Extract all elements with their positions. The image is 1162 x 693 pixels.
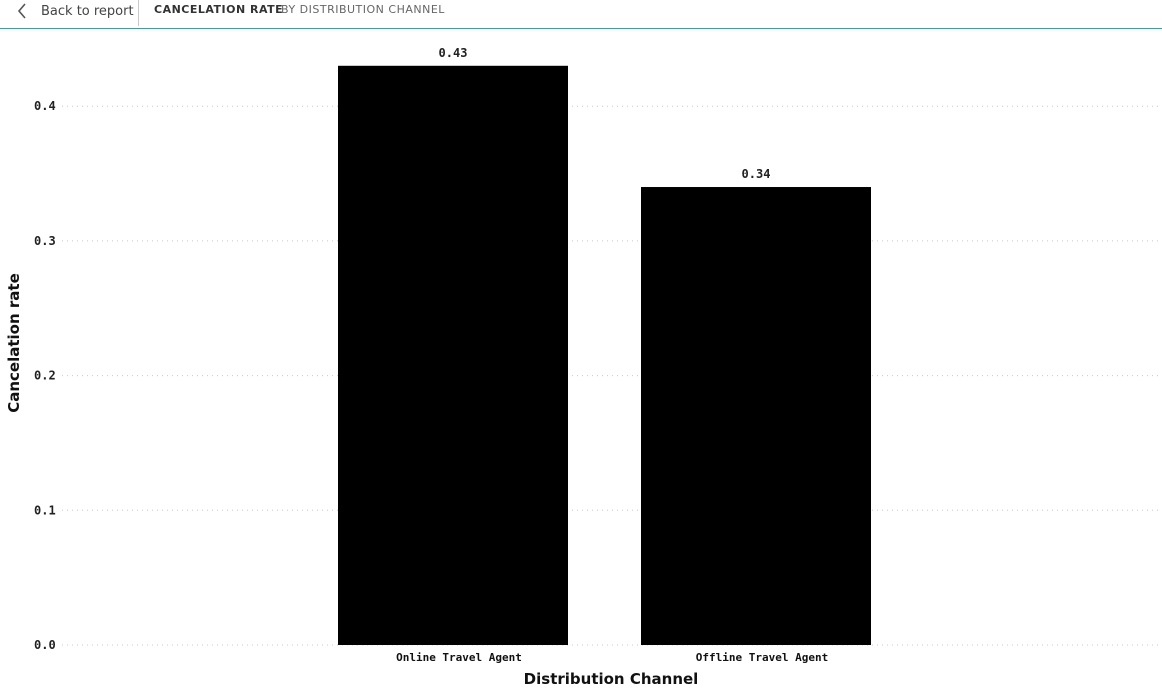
chevron-left-icon (14, 2, 32, 20)
back-to-report-label: Back to report (41, 3, 134, 19)
y-axis-ticks: 0.0 0.1 0.2 0.3 0.4 (34, 99, 56, 652)
header-divider (138, 0, 139, 26)
y-tick-label: 0.0 (34, 638, 56, 652)
page-title: CANCELATION RATE (154, 3, 284, 16)
bars (338, 65, 871, 646)
x-axis-title: Distribution Channel (524, 670, 699, 688)
y-tick-label: 0.2 (34, 369, 56, 383)
x-category-label: Online Travel Agent (396, 651, 522, 664)
back-to-report-button[interactable]: Back to report (14, 0, 134, 22)
data-labels: 0.43 0.34 (439, 46, 771, 181)
header-shadow (0, 29, 1162, 32)
bar-value-label: 0.34 (742, 167, 771, 181)
bar[interactable] (338, 65, 568, 646)
bar-value-label: 0.43 (439, 46, 468, 60)
x-category-label: Offline Travel Agent (696, 651, 828, 664)
header-bar: Back to report CANCELATION RATE BY DISTR… (0, 0, 1162, 29)
x-axis-categories: Online Travel Agent Offline Travel Agent (396, 651, 828, 664)
bar[interactable] (641, 187, 871, 645)
page-subtitle: BY DISTRIBUTION CHANNEL (281, 3, 445, 16)
gridlines (62, 105, 1160, 646)
y-axis-title: Cancelation rate (5, 273, 23, 413)
y-tick-label: 0.4 (34, 99, 56, 113)
y-tick-label: 0.1 (34, 503, 56, 517)
y-tick-label: 0.3 (34, 234, 56, 248)
